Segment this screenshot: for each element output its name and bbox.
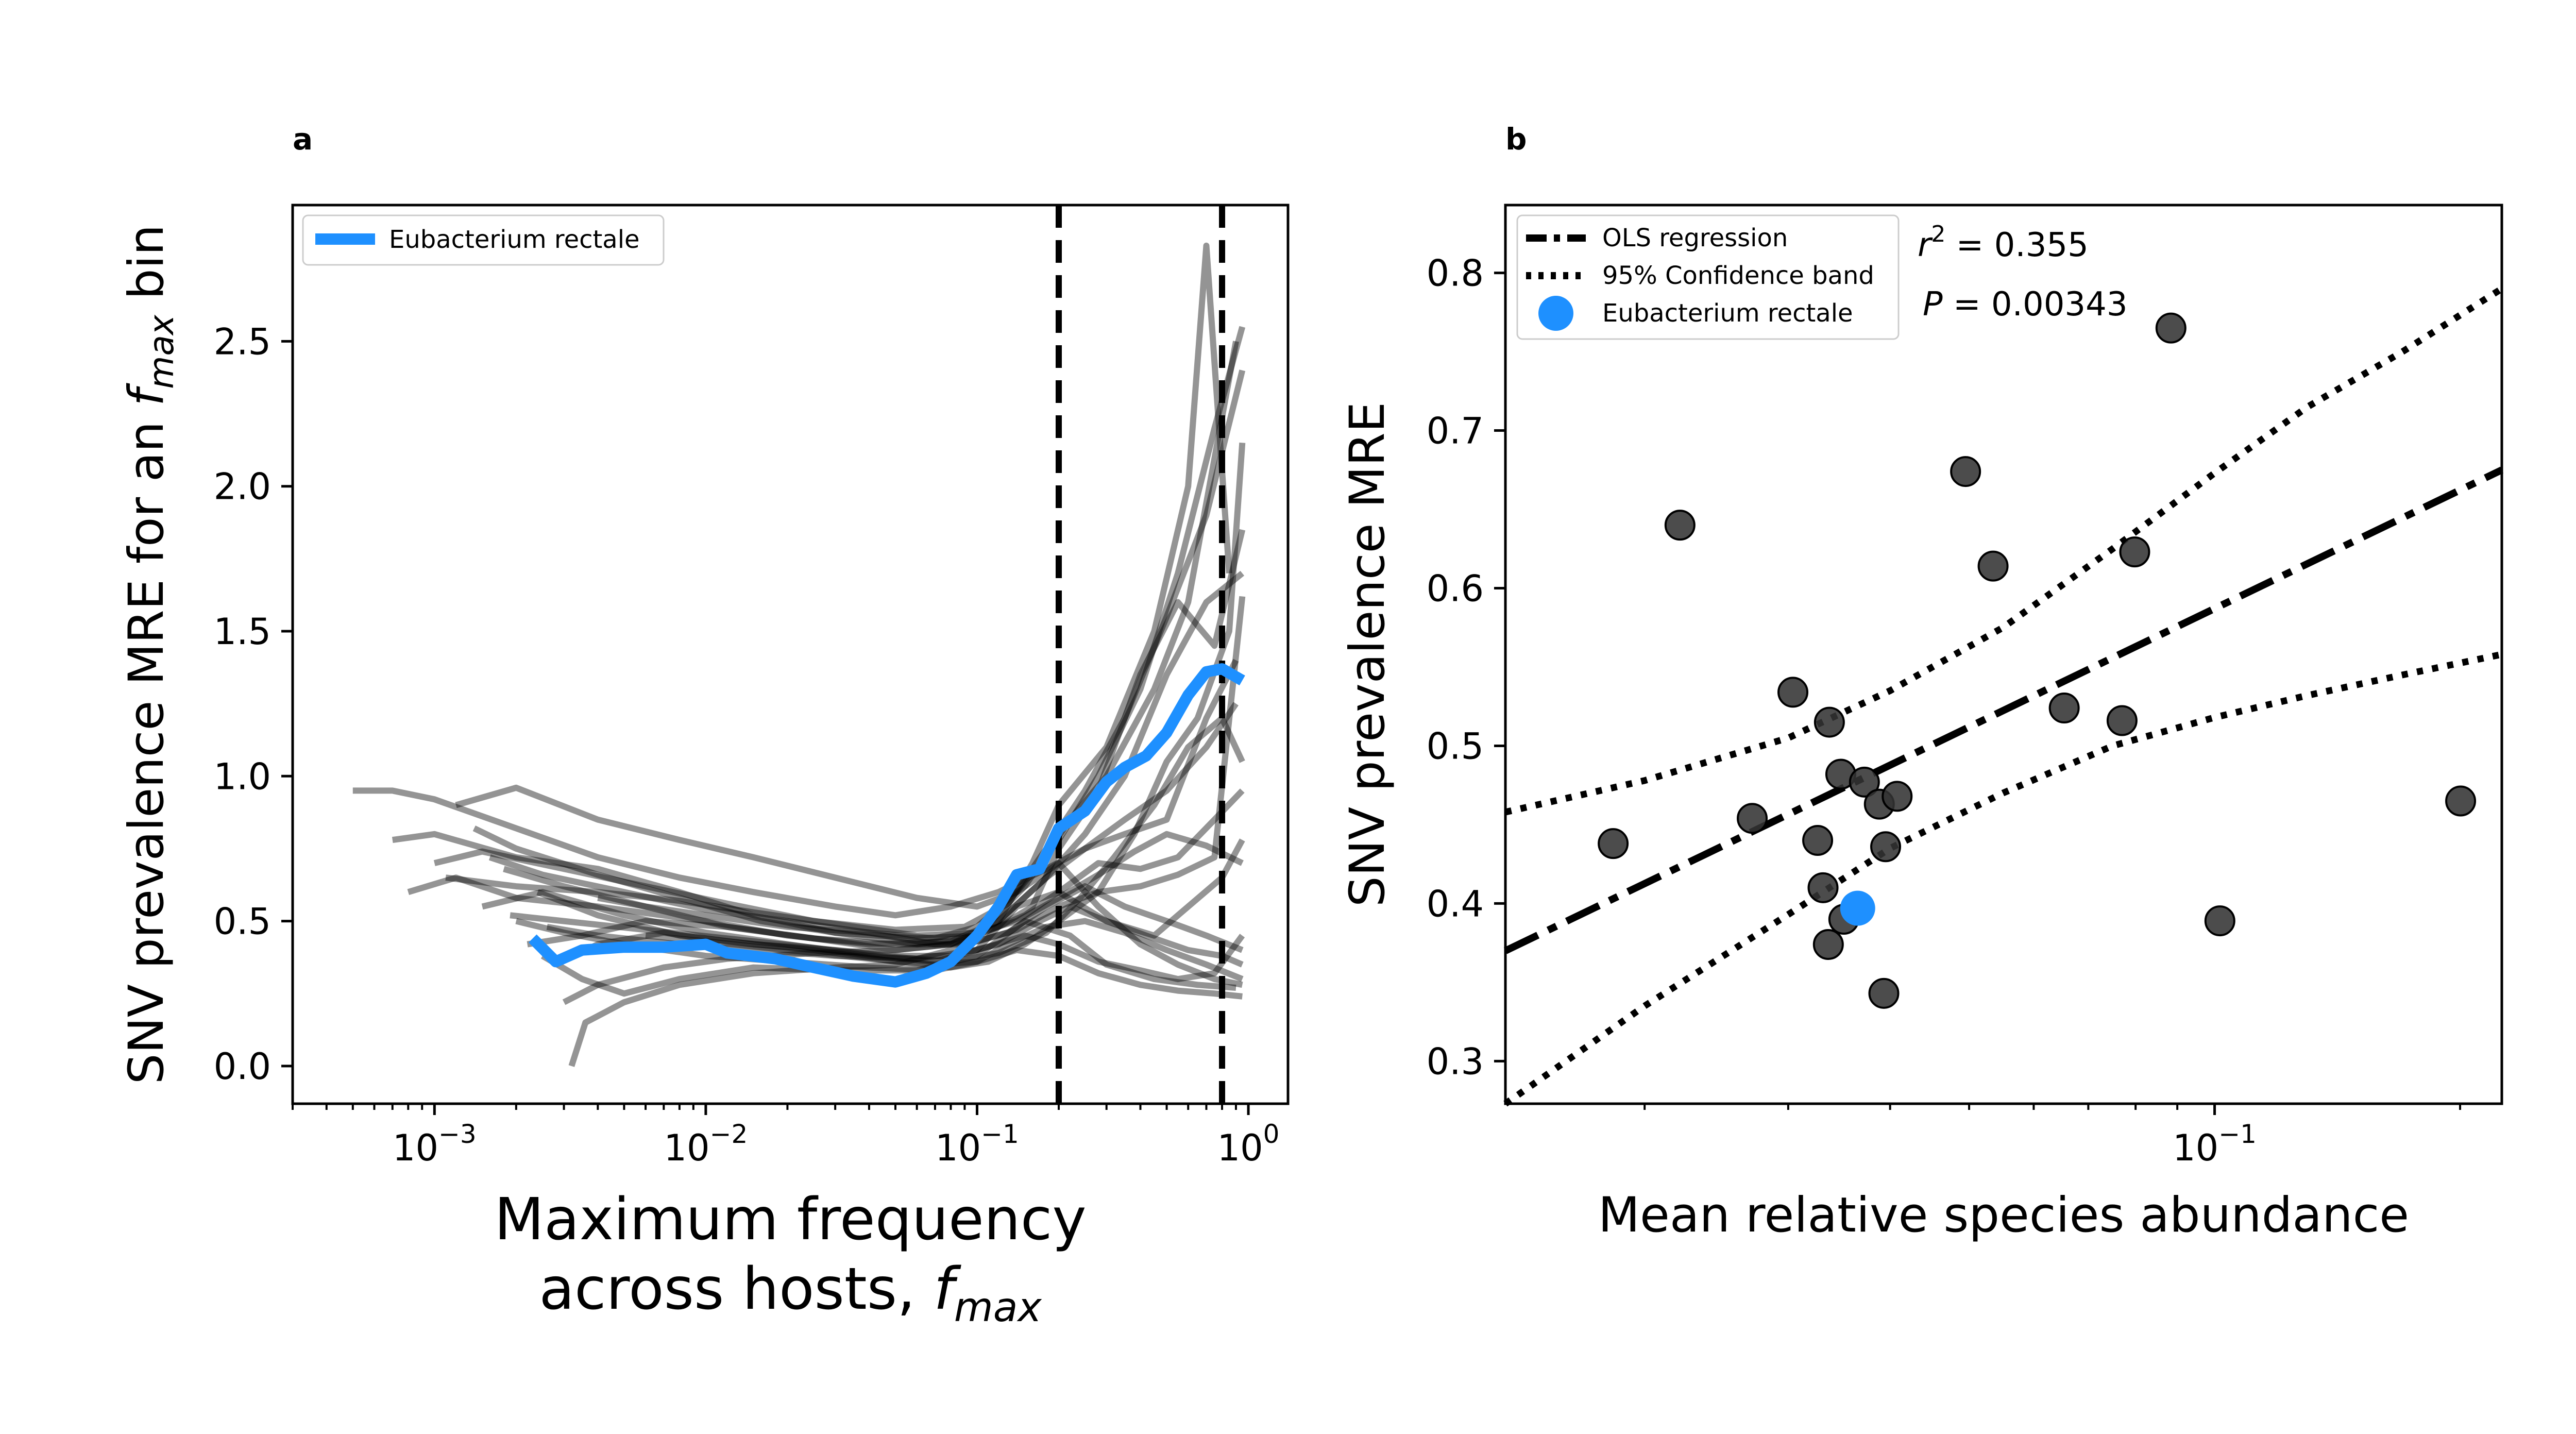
panel-b: b 0.3 0.4 0.5 0.6 0.7 0.8 10−1 OLS regression… bbox=[1340, 122, 2504, 1243]
panel-a-letter: a bbox=[293, 122, 313, 157]
species-series-line bbox=[536, 889, 1244, 968]
species-point bbox=[1664, 510, 1696, 541]
species-series-line bbox=[527, 883, 1244, 953]
species-point bbox=[2106, 705, 2138, 736]
species-point bbox=[1812, 929, 1844, 960]
eubacterium-rectale-point bbox=[1840, 890, 1875, 926]
panel-a-ytick-label: 1.0 bbox=[214, 755, 271, 798]
panel-a-y-ticks: 0.0 0.5 1.0 1.5 2.0 2.5 bbox=[214, 320, 293, 1088]
species-series-line bbox=[645, 932, 1243, 1000]
panel-b-ytick-label: 0.3 bbox=[1427, 1040, 1484, 1083]
panel-b-ytick-label: 0.7 bbox=[1427, 410, 1484, 452]
panel-b-r-squared: r2 = 0.355 bbox=[1918, 221, 2089, 264]
species-point bbox=[1950, 456, 1981, 487]
species-point bbox=[2204, 905, 2235, 937]
panel-a: a 0.0 0.5 1.0 1.5 2.0 2.5 10−3 10−2 10−1 100 Eub… bbox=[118, 122, 1290, 1331]
panel-b-legend: OLS regression 95% Confidence band Eubac… bbox=[1516, 214, 1900, 340]
species-point bbox=[1777, 677, 1809, 708]
panel-a-xtick-label: 10−3 bbox=[393, 1119, 477, 1169]
panel-b-regression bbox=[1503, 285, 2504, 1107]
species-point bbox=[1849, 766, 1880, 798]
panel-b-ytick-label: 0.5 bbox=[1427, 725, 1484, 767]
panel-b-p-value: P = 0.00343 bbox=[1923, 285, 2128, 324]
species-point bbox=[2119, 536, 2150, 568]
panel-a-gray-series bbox=[352, 242, 1246, 1067]
panel-a-ytick-label: 2.0 bbox=[214, 466, 271, 508]
species-point bbox=[1868, 977, 1900, 1009]
confidence-band-upper bbox=[1504, 285, 2504, 816]
panel-a-legend-box bbox=[302, 214, 665, 266]
panel-b-x-ticks: 10−1 bbox=[1643, 1104, 2462, 1169]
panel-a-ytick-label: 0.0 bbox=[214, 1045, 271, 1088]
species-point bbox=[2445, 785, 2477, 817]
panel-b-x-label: Mean relative species abundance bbox=[1598, 1187, 2409, 1243]
eubacterium-rectale-line bbox=[529, 663, 1245, 988]
panel-b-legend-species-swatch bbox=[1538, 296, 1573, 331]
species-point bbox=[1870, 831, 1902, 863]
panel-a-xtick-label: 10−2 bbox=[664, 1119, 748, 1169]
panel-b-axes-frame bbox=[1504, 204, 2503, 1105]
ols-regression-line bbox=[1503, 466, 2504, 954]
panel-a-y-label: SNV prevalence MRE for an fmax bin bbox=[118, 225, 181, 1084]
panel-a-highlight-series bbox=[529, 663, 1245, 988]
panel-a-threshold-lines bbox=[1055, 205, 1226, 1104]
panel-b-points bbox=[1598, 312, 2477, 1009]
species-series-line bbox=[472, 788, 1245, 942]
panel-a-legend-label: Eubacterium rectale bbox=[389, 225, 640, 254]
species-series-line bbox=[433, 369, 1246, 933]
panel-a-ytick-label: 0.5 bbox=[214, 901, 271, 943]
species-point bbox=[1882, 781, 1913, 812]
species-point bbox=[1807, 872, 1839, 903]
species-point bbox=[1737, 803, 1768, 834]
panel-b-ytick-label: 0.8 bbox=[1427, 252, 1484, 295]
species-series-line bbox=[455, 326, 1246, 910]
panel-a-legend: Eubacterium rectale bbox=[302, 214, 665, 266]
panel-b-y-ticks: 0.3 0.4 0.5 0.6 0.7 0.8 bbox=[1427, 252, 1505, 1083]
panel-a-x-label-line2: across hosts, fmax bbox=[539, 1256, 1042, 1331]
species-point bbox=[2048, 693, 2080, 724]
panel-b-xtick-label: 10−1 bbox=[2173, 1119, 2257, 1169]
species-series-line bbox=[481, 838, 1245, 965]
panel-a-x-ticks: 10−3 10−2 10−1 100 bbox=[292, 1104, 1280, 1169]
species-point bbox=[1977, 550, 2009, 582]
panel-a-axes-frame bbox=[291, 204, 1290, 1105]
panel-b-legend-species-label: Eubacterium rectale bbox=[1602, 299, 1853, 328]
species-series-line bbox=[568, 570, 1245, 1067]
panel-b-letter: b bbox=[1505, 122, 1527, 157]
panel-b-legend-box bbox=[1516, 214, 1900, 340]
panel-a-xtick-label: 100 bbox=[1217, 1119, 1280, 1169]
species-series-line bbox=[562, 529, 1246, 1005]
panel-a-ytick-label: 2.5 bbox=[214, 320, 271, 363]
panel-b-legend-ci-label: 95% Confidence band bbox=[1602, 261, 1874, 290]
panel-b-ytick-label: 0.6 bbox=[1427, 567, 1484, 610]
panel-a-xtick-label: 10−1 bbox=[935, 1119, 1019, 1169]
panel-b-y-label: SNV prevalence MRE bbox=[1340, 402, 1396, 907]
species-series-line bbox=[352, 702, 1239, 919]
species-point bbox=[2155, 312, 2187, 344]
species-point bbox=[1598, 828, 1629, 859]
panel-b-legend-ols-label: OLS regression bbox=[1602, 224, 1788, 252]
species-series-line bbox=[510, 715, 1245, 965]
panel-b-ytick-label: 0.4 bbox=[1427, 883, 1484, 925]
species-series-line bbox=[392, 341, 1239, 948]
species-series-line bbox=[554, 442, 1246, 971]
species-point bbox=[1814, 706, 1845, 738]
panel-a-ytick-label: 1.5 bbox=[214, 611, 271, 653]
panel-a-x-label-line1: Maximum frequency bbox=[494, 1186, 1086, 1253]
species-point bbox=[1802, 825, 1834, 856]
